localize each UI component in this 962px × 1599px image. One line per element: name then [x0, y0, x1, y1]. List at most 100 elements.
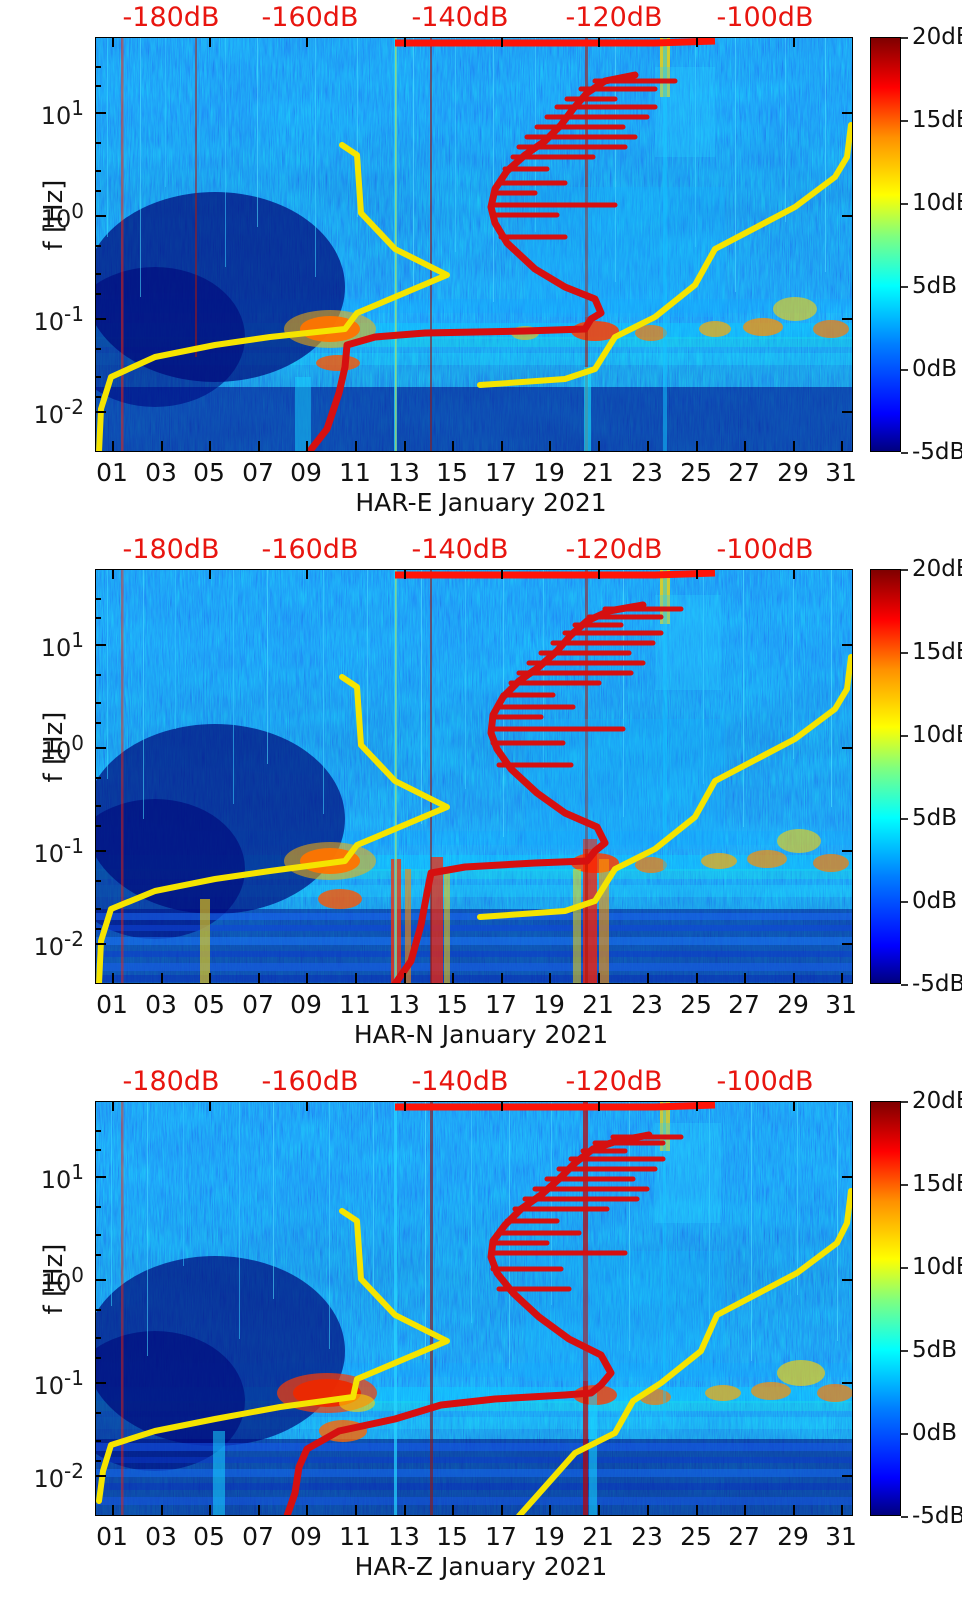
top-axis-label-5-z: -100dB — [716, 1066, 814, 1097]
colorbar-tick-0-e: 0dB — [912, 356, 958, 382]
x-tick-01-e: 01 — [96, 458, 128, 487]
x-tick-01-z: 01 — [96, 1522, 128, 1551]
top-axis-label-4-n: -120dB — [565, 534, 663, 565]
y-tick-10e0-z: 100 — [40, 1263, 84, 1297]
x-tick-09-e: 09 — [290, 458, 322, 487]
panel-title-har-e: HAR-E January 2021 — [355, 488, 607, 517]
x-tick-15-z: 15 — [436, 1522, 468, 1551]
x-tick-23-z: 23 — [631, 1522, 663, 1551]
x-tick-19-e: 19 — [533, 458, 565, 487]
x-tick-15-n: 15 — [436, 990, 468, 1019]
colorbar-tick-20-z: 20dB — [912, 1088, 962, 1114]
spectrogram-image-har-z[interactable] — [95, 1101, 853, 1516]
colorbar-e — [870, 37, 901, 452]
panel-title-har-n: HAR-N January 2021 — [353, 1020, 609, 1049]
x-tick-15-e: 15 — [436, 458, 468, 487]
peterson-noise-curves-z — [96, 1188, 853, 1516]
x-tick-27-z: 27 — [728, 1522, 760, 1551]
colorbar-tick-10-e: 10dB — [912, 190, 962, 216]
x-tick-17-n: 17 — [485, 990, 517, 1019]
x-tick-29-e: 29 — [777, 458, 809, 487]
x-tick-05-z: 05 — [193, 1522, 225, 1551]
top-axis-label-2-z: -160dB — [261, 1066, 359, 1097]
y-tick-10e-2-n: 10-2 — [33, 927, 85, 961]
x-tick-17-e: 17 — [485, 458, 517, 487]
top-axis-label-2: -160dB — [261, 2, 359, 33]
top-axis-label-2-n: -160dB — [261, 534, 359, 565]
top-axis-label-5: -100dB — [716, 2, 814, 33]
x-tick-07-e: 07 — [242, 458, 274, 487]
colorbar-tick-15-z: 15dB — [912, 1171, 962, 1197]
psd-median-curve-z — [283, 1131, 684, 1516]
x-tick-13-e: 13 — [388, 458, 420, 487]
x-tick-21-n: 21 — [582, 990, 614, 1019]
psd-median-curve-n — [391, 601, 684, 984]
x-tick-21-z: 21 — [582, 1522, 614, 1551]
peterson-noise-curves-n — [96, 654, 853, 984]
x-tick-17-z: 17 — [485, 1522, 517, 1551]
x-tick-25-n: 25 — [680, 990, 712, 1019]
colorbar-tick-0-n: 0dB — [912, 888, 958, 914]
psd-median-curve-e — [305, 71, 678, 452]
x-tick-13-n: 13 — [388, 990, 420, 1019]
top-axis-label-4: -120dB — [565, 2, 663, 33]
y-tick-10e-2-z: 10-2 — [33, 1459, 85, 1493]
colorbar-tick-20-n: 20dB — [912, 556, 962, 582]
colorbar-n — [870, 569, 901, 984]
x-tick-23-n: 23 — [631, 990, 663, 1019]
x-tick-25-e: 25 — [680, 458, 712, 487]
x-tick-11-z: 11 — [339, 1522, 371, 1551]
colorbar-tick-min5-e: -5dB — [912, 439, 962, 465]
x-tick-07-n: 07 — [242, 990, 274, 1019]
x-tick-27-n: 27 — [728, 990, 760, 1019]
top-axis-label-3: -140dB — [411, 2, 509, 33]
x-tick-11-e: 11 — [339, 458, 371, 487]
colorbar-tick-5-n: 5dB — [912, 805, 958, 831]
colorbar-tick-5-z: 5dB — [912, 1337, 958, 1363]
top-axis-label-1-z: -180dB — [122, 1066, 220, 1097]
x-tick-23-e: 23 — [631, 458, 663, 487]
x-tick-29-z: 29 — [777, 1522, 809, 1551]
colorbar-tick-0-z: 0dB — [912, 1420, 958, 1446]
y-tick-10e0-e: 100 — [40, 199, 84, 233]
x-tick-09-z: 09 — [290, 1522, 322, 1551]
colorbar-z — [870, 1101, 901, 1516]
top-axis-label-1: -180dB — [122, 2, 220, 33]
x-tick-19-z: 19 — [533, 1522, 565, 1551]
y-tick-10e-1-z: 10-1 — [33, 1366, 85, 1400]
top-axis-label-3-n: -140dB — [411, 534, 509, 565]
x-tick-03-z: 03 — [145, 1522, 177, 1551]
x-tick-03-n: 03 — [145, 990, 177, 1019]
panel-title-har-z: HAR-Z January 2021 — [354, 1552, 608, 1581]
top-axis-label-1-n: -180dB — [122, 534, 220, 565]
x-tick-09-n: 09 — [290, 990, 322, 1019]
x-tick-25-z: 25 — [680, 1522, 712, 1551]
peterson-noise-curves-e — [96, 122, 853, 452]
panel-har-e: -180dB -160dB -140dB -120dB -100dB — [0, 0, 962, 517]
colorbar-tick-min5-z: -5dB — [912, 1503, 962, 1529]
x-tick-13-z: 13 — [388, 1522, 420, 1551]
spectrogram-image-har-e[interactable] — [95, 37, 853, 452]
colorbar-tick-10-n: 10dB — [912, 722, 962, 748]
top-axis-label-4-z: -120dB — [565, 1066, 663, 1097]
y-tick-10e0-n: 100 — [40, 731, 84, 765]
x-tick-19-n: 19 — [533, 990, 565, 1019]
colorbar-tick-5-e: 5dB — [912, 273, 958, 299]
colorbar-tick-10-z: 10dB — [912, 1254, 962, 1280]
spectrogram-image-har-n[interactable] — [95, 569, 853, 984]
x-tick-07-z: 07 — [242, 1522, 274, 1551]
colorbar-tick-15-e: 15dB — [912, 107, 962, 133]
y-tick-10e1-e: 101 — [40, 96, 84, 130]
x-tick-31-e: 31 — [825, 458, 857, 487]
x-tick-31-n: 31 — [825, 990, 857, 1019]
y-tick-10e-1-e: 10-1 — [33, 302, 85, 336]
x-tick-05-n: 05 — [193, 990, 225, 1019]
x-tick-21-e: 21 — [582, 458, 614, 487]
x-tick-11-n: 11 — [339, 990, 371, 1019]
x-tick-29-n: 29 — [777, 990, 809, 1019]
panel-har-z: -180dB -160dB -140dB -120dB -100dB — [0, 1064, 962, 1581]
y-tick-10e1-z: 101 — [40, 1160, 84, 1194]
colorbar-tick-20-e: 20dB — [912, 24, 962, 50]
top-axis-label-5-n: -100dB — [716, 534, 814, 565]
